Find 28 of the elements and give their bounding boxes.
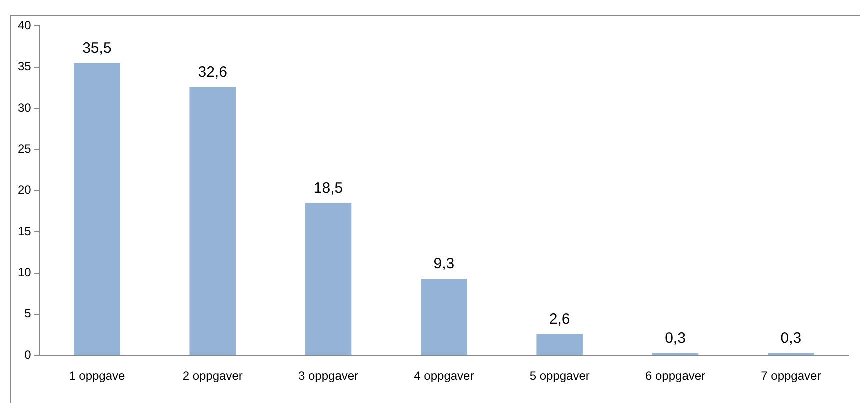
x-tick-label: 3 oppgaver [298, 369, 359, 384]
x-tick-label: 6 oppgaver [645, 369, 706, 384]
x-tick-label: 4 oppgaver [414, 369, 474, 384]
data-label: 32,6 [198, 64, 228, 81]
y-tick-label: 25 [18, 142, 32, 156]
x-tick-label: 1 oppgave [69, 369, 126, 384]
bar [421, 279, 468, 356]
y-tick-label: 15 [18, 224, 32, 238]
data-label: 2,6 [549, 310, 570, 328]
data-label: 9,3 [434, 256, 455, 273]
data-label: 35,5 [82, 40, 112, 57]
bar [74, 63, 120, 356]
data-label: 0,3 [665, 330, 686, 347]
x-tick-label: 5 oppgaver [530, 369, 590, 384]
x-tick-label: 7 oppgaver [761, 369, 822, 384]
bar [536, 334, 583, 356]
data-label: 0,3 [780, 330, 802, 347]
data-label: 18,5 [314, 180, 344, 197]
x-tick-label: 2 oppgaver [182, 369, 243, 384]
y-tick-label: 35 [18, 60, 32, 74]
bar [190, 87, 236, 356]
y-tick-label: 10 [18, 266, 32, 280]
bar [305, 203, 352, 356]
y-tick-label: 40 [18, 18, 32, 33]
y-tick-label: 5 [24, 306, 32, 321]
y-tick-label: 20 [18, 183, 32, 198]
y-tick-label: 30 [18, 100, 32, 115]
y-tick-label: 0 [24, 348, 32, 362]
